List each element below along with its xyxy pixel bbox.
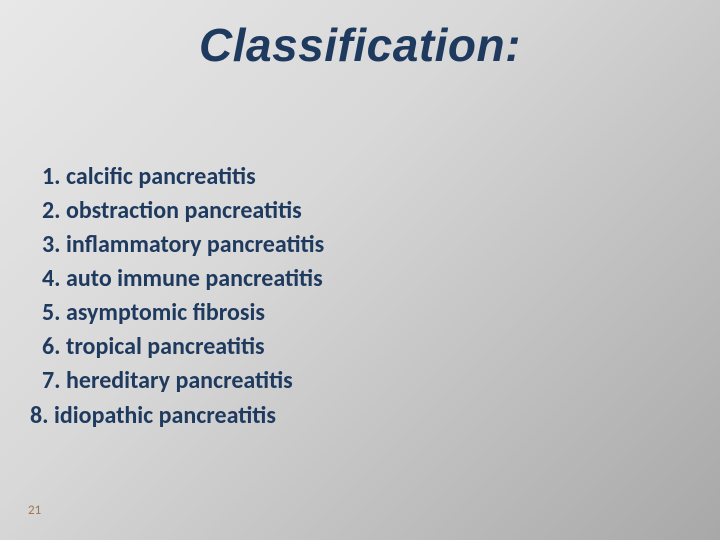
list-item: 1. calcific pancreatitis (42, 160, 324, 194)
slide-title: Classification: (0, 0, 720, 72)
slide: Classification: 1. calcific pancreatitis… (0, 0, 720, 540)
page-number: 21 (28, 503, 41, 518)
list-item: 7. hereditary pancreatitis (42, 364, 324, 398)
list-item: 3. inflammatory pancreatitis (42, 228, 324, 262)
classification-list: 1. calcific pancreatitis 2. obstraction … (42, 160, 324, 433)
list-item: 8. idiopathic pancreatitis (30, 399, 324, 433)
list-item: 4. auto immune pancreatitis (42, 262, 324, 296)
list-item: 2. obstraction pancreatitis (42, 194, 324, 228)
list-item: 6. tropical pancreatitis (42, 330, 324, 364)
list-item: 5. asymptomic fibrosis (42, 296, 324, 330)
